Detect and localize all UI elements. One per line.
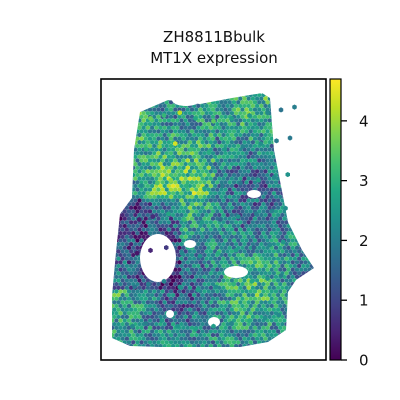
tissue-hole — [172, 94, 200, 106]
data-point — [177, 110, 182, 116]
data-point — [220, 183, 225, 189]
data-point — [256, 177, 261, 183]
data-point — [173, 141, 178, 147]
data-point — [272, 174, 277, 180]
data-point — [166, 211, 171, 217]
data-point — [137, 216, 142, 223]
data-point — [193, 326, 198, 332]
data-point — [193, 115, 198, 121]
data-point — [202, 185, 207, 192]
colorbar: 0 1 2 3 4 — [329, 78, 369, 370]
data-point — [278, 107, 284, 113]
plot-frame — [100, 78, 327, 361]
data-point — [213, 284, 218, 290]
data-point — [197, 253, 203, 259]
data-point — [265, 275, 270, 282]
data-point — [159, 318, 164, 324]
data-point — [161, 112, 167, 119]
data-point — [267, 242, 272, 248]
tissue-hole — [166, 310, 174, 318]
data-point — [211, 323, 216, 329]
data-point — [233, 247, 239, 254]
data-point — [281, 239, 286, 245]
data-point — [265, 110, 270, 116]
data-point — [134, 250, 140, 256]
data-point — [157, 143, 162, 150]
data-point — [218, 216, 223, 223]
data-point — [146, 281, 151, 287]
tissue-hole — [140, 234, 176, 282]
data-point — [278, 273, 284, 279]
chart-title: ZH8811Bbulk — [163, 28, 265, 46]
colorbar-tick-label: 0 — [359, 352, 369, 370]
tissue-hole — [208, 317, 220, 327]
colorbar-ticks: 0 1 2 3 4 — [341, 112, 369, 370]
data-point — [200, 219, 205, 225]
data-point — [182, 216, 187, 223]
data-point — [238, 180, 243, 186]
data-point — [161, 278, 167, 284]
tissue-hole — [247, 190, 261, 198]
data-point — [274, 138, 279, 144]
data-point — [155, 180, 160, 186]
data-point — [231, 281, 236, 287]
data-point — [168, 177, 173, 183]
data-point — [247, 112, 252, 119]
data-point — [132, 284, 137, 290]
data-point — [148, 115, 153, 121]
data-point — [249, 278, 254, 284]
data-point — [148, 247, 153, 254]
data-point — [240, 143, 245, 150]
data-point — [285, 171, 290, 178]
data-point — [164, 245, 169, 251]
colorbar-tick-label: 4 — [359, 112, 369, 130]
data-point — [247, 318, 252, 324]
data-point — [139, 183, 144, 189]
data-point — [292, 104, 297, 110]
tissue-spots — [112, 93, 314, 347]
data-point — [276, 312, 281, 318]
data-point — [211, 118, 216, 124]
data-point — [287, 135, 293, 141]
data-point — [263, 315, 268, 321]
data-point — [175, 323, 180, 329]
tissue-hole — [224, 266, 248, 278]
data-point — [206, 149, 212, 155]
plot-area — [100, 78, 327, 361]
data-point — [184, 183, 189, 189]
colorbar-tick-label: 1 — [359, 292, 369, 310]
colorbar-gradient — [329, 78, 342, 361]
data-point — [229, 320, 234, 327]
chart-subtitle: MT1X expression — [150, 49, 278, 67]
colorbar-tick-label: 3 — [359, 172, 369, 190]
data-point — [177, 284, 182, 290]
data-point — [215, 250, 221, 256]
data-point — [143, 320, 149, 327]
data-point — [254, 211, 259, 217]
data-point — [236, 214, 241, 220]
data-point — [195, 287, 200, 293]
data-point — [251, 245, 257, 251]
data-point — [283, 205, 288, 211]
data-point — [269, 208, 275, 214]
data-point — [229, 115, 234, 121]
data-point — [188, 146, 194, 152]
data-points — [130, 104, 297, 332]
data-point — [150, 214, 155, 220]
data-point — [179, 250, 185, 256]
data-point — [222, 146, 227, 152]
data-point — [258, 141, 263, 147]
colorbar-tick-label: 2 — [359, 232, 369, 250]
data-point — [130, 323, 135, 329]
data-point — [143, 146, 149, 152]
tissue-hole — [184, 240, 196, 248]
